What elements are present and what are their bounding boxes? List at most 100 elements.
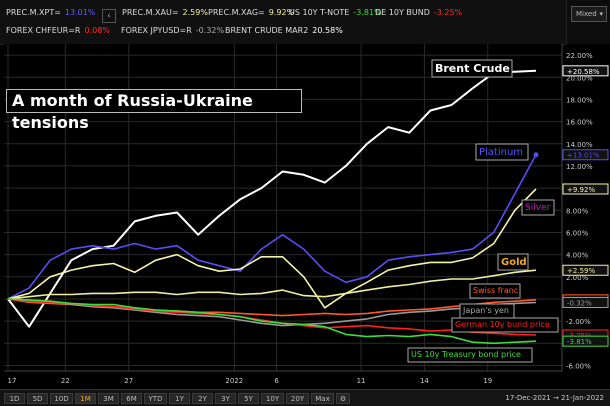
- legend-item-name: BRENT CRUDE MAR2: [225, 26, 309, 35]
- chart-mode-panel: Mixed ▾: [566, 0, 610, 44]
- series-line: [7, 154, 537, 300]
- y-tick-label: 8.00%: [566, 207, 589, 215]
- series-annotation-box: [475, 143, 529, 161]
- series-annotation-label: Swiss franc: [473, 286, 518, 295]
- legend-item[interactable]: BRENT CRUDE MAR2 20.58%: [225, 26, 343, 35]
- series-annotation-label: German 10y bund price: [455, 320, 550, 329]
- y-tick-label: 22.00%: [566, 52, 593, 60]
- x-tick-label: 14: [420, 377, 429, 385]
- y-tick-label: -2.00%: [566, 318, 591, 326]
- range-button-10y[interactable]: 10Y: [261, 393, 284, 404]
- legend-item[interactable]: PREC.M.XPT= 13.01%: [6, 8, 95, 17]
- range-button-5d[interactable]: 5D: [27, 393, 48, 404]
- legend-item[interactable]: FOREX CHFEUR=R 0.08%: [6, 26, 110, 35]
- legend-prev-arrow-icon[interactable]: ‹: [102, 9, 116, 23]
- y-tick-label: 14.00%: [566, 141, 593, 149]
- series-line: [7, 69, 537, 328]
- series-annotation-label: Platinum: [479, 147, 523, 158]
- series-annotation-label: Japan's yen: [462, 306, 509, 315]
- end-value-badge: [562, 296, 609, 308]
- series-annotation-box: [407, 347, 533, 363]
- x-tick-label: 17: [8, 377, 17, 385]
- legend-item-name: DE 10Y BUND: [375, 8, 430, 17]
- range-button-1y[interactable]: 1Y: [169, 393, 190, 404]
- series-annotation-box: [497, 253, 529, 271]
- range-button-max[interactable]: Max: [311, 393, 334, 404]
- legend-item[interactable]: FOREX JPYUSD=R -0.32%: [121, 26, 224, 35]
- series-end-marker: [533, 152, 539, 158]
- end-value-label: +2.59%: [567, 267, 595, 275]
- series-annotation-box: [431, 59, 513, 78]
- y-tick-label: 2.00%: [566, 274, 589, 282]
- chart-mode-dropdown[interactable]: Mixed ▾: [571, 6, 607, 22]
- y-tick-label: 6.00%: [566, 229, 589, 237]
- x-tick-label: 11: [357, 377, 366, 385]
- legend-item-value: 2.59%: [182, 8, 208, 17]
- series-line: [7, 269, 537, 300]
- range-button-ytd[interactable]: YTD: [144, 393, 167, 404]
- range-button-3m[interactable]: 3M: [98, 393, 119, 404]
- range-button-20y[interactable]: 20Y: [286, 393, 309, 404]
- legend-item-name: FOREX JPYUSD=R: [121, 26, 192, 35]
- y-tick-label: -6.00%: [566, 362, 591, 370]
- legend-bar: PREC.M.XPT= 13.01% PREC.M.XAU= 2.59% PREC.M.…: [0, 0, 566, 45]
- range-button-2y[interactable]: 2Y: [192, 393, 213, 404]
- legend-item-value: 13.01%: [64, 8, 96, 17]
- legend-item-value: -3.25%: [433, 8, 463, 17]
- end-value-label: -3.81%: [567, 338, 592, 346]
- series-annotation-box: [521, 199, 555, 216]
- range-button-6m[interactable]: 6M: [121, 393, 142, 404]
- legend-item-name: PREC.M.XPT=: [6, 8, 61, 17]
- chart-title: A month of Russia-Ukraine tensions: [12, 91, 253, 132]
- chart-title-box: A month of Russia-Ukraine tensions: [6, 89, 302, 132]
- range-toolbar: 17-Dec-2021 → 21-Jan-2022 1D 5D 10D 1M 3M 6M Y…: [0, 389, 610, 406]
- legend-item-name: PREC.M.XAU=: [122, 8, 179, 17]
- legend-item-value: 0.08%: [84, 26, 110, 35]
- x-tick-label: 6: [274, 377, 279, 385]
- x-tick-label: 2022: [225, 377, 243, 385]
- series-annotation-label: Gold: [501, 257, 527, 268]
- y-tick-label: 12.00%: [566, 163, 593, 171]
- date-range-label: 17-Dec-2021 → 21-Jan-2022: [505, 394, 604, 402]
- range-button-5y[interactable]: 5Y: [238, 393, 259, 404]
- y-tick-label: 18.00%: [566, 96, 593, 104]
- series-annotation-label: US 10y Treasury bond price: [411, 350, 521, 359]
- end-value-badge: [562, 65, 609, 77]
- legend-item[interactable]: US 10Y T-NOTE -3.81%: [289, 8, 382, 17]
- legend-item-name: FOREX CHFEUR=R: [6, 26, 81, 35]
- end-value-badge: [562, 183, 609, 195]
- x-tick-label: 19: [483, 377, 492, 385]
- x-tick-label: 22: [61, 377, 70, 385]
- series-annotation-box: [469, 283, 521, 299]
- legend-item-value: 9.92%: [268, 8, 295, 17]
- range-button-3y[interactable]: 3Y: [215, 393, 236, 404]
- legend-item-name: US 10Y T-NOTE: [289, 8, 350, 17]
- legend-item-value: -0.32%: [195, 26, 225, 35]
- legend-item[interactable]: PREC.M.XAG= 9.92%: [208, 8, 294, 17]
- legend-item-value: 20.58%: [312, 26, 343, 35]
- end-value-label: -0.32%: [567, 299, 592, 307]
- end-value-badge: [562, 335, 609, 347]
- settings-icon[interactable]: ⚙: [336, 393, 350, 404]
- series-line: [7, 188, 537, 309]
- series-line: [7, 298, 537, 345]
- range-button-10d[interactable]: 10D: [50, 393, 73, 404]
- chevron-down-icon: ▾: [599, 10, 603, 18]
- end-value-badge: [562, 149, 609, 161]
- legend-item[interactable]: DE 10Y BUND -3.25%: [375, 8, 462, 17]
- y-tick-label: 20.00%: [566, 74, 593, 82]
- range-button-1m[interactable]: 1M: [75, 393, 96, 404]
- series-annotation-box: [451, 317, 559, 333]
- y-tick-label: 4.00%: [566, 252, 589, 260]
- end-value-label: +13.01%: [567, 152, 600, 160]
- end-value-label: +20.58%: [567, 68, 600, 76]
- y-tick-label: 16.00%: [566, 119, 593, 127]
- end-value-badge: [562, 264, 609, 276]
- legend-item[interactable]: PREC.M.XAU= 2.59%: [122, 8, 208, 17]
- end-value-label: +9.92%: [567, 186, 595, 194]
- range-button-1d[interactable]: 1D: [4, 393, 25, 404]
- legend-item-name: PREC.M.XAG=: [208, 8, 265, 17]
- series-annotation-label: Brent Crude: [435, 62, 510, 75]
- legend-item-value: -3.81%: [353, 8, 382, 17]
- chart-mode-label: Mixed: [576, 10, 597, 18]
